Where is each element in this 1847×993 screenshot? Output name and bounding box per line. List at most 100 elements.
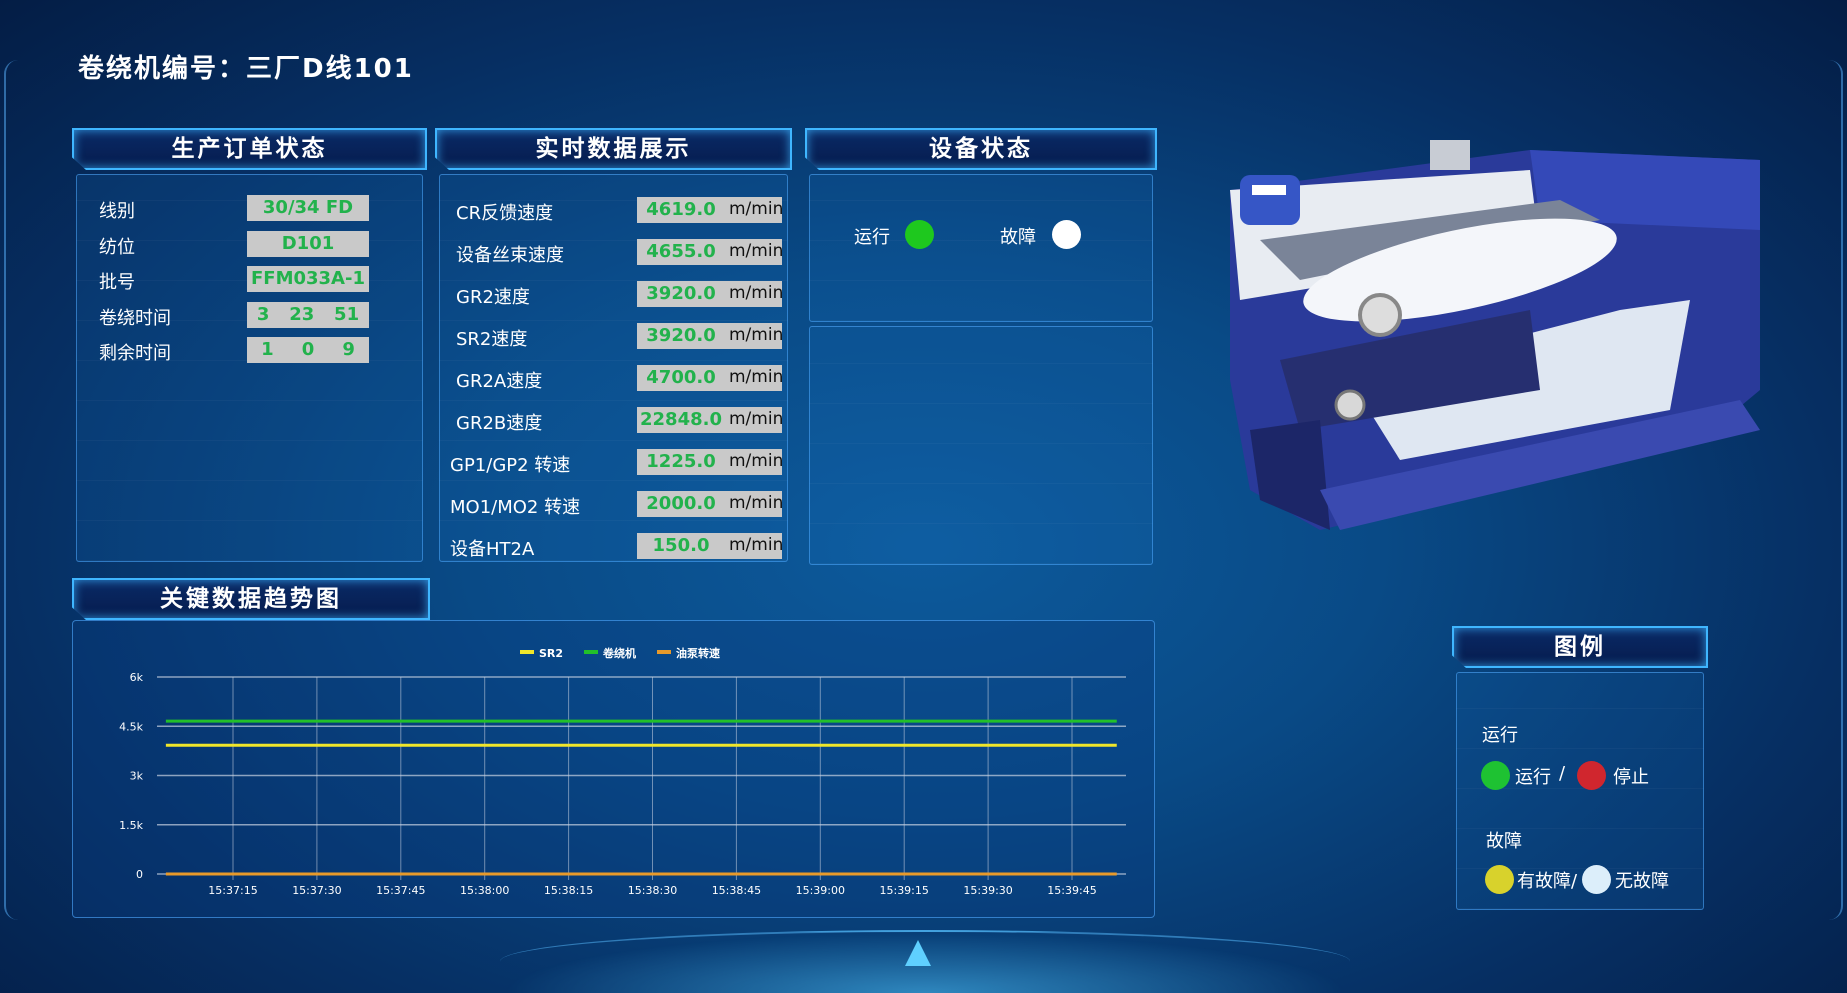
legend-panel: 图例 运行 运行 / 停止 故障 有故障/ 无故障 [1452,626,1708,910]
time-part: 0 [301,339,315,360]
panel-title: 图例 [1452,626,1708,668]
order-row-value: 3 23 51 [247,301,369,328]
y-tick-label: 4.5k [119,720,143,733]
time-part: 51 [334,303,360,325]
y-tick-label: 3k [130,770,144,783]
realtime-row: GR2A速度 4700.0 m/min [440,365,787,393]
realtime-row-label: 设备HT2A [450,539,535,560]
realtime-row-unit: m/min [729,493,784,513]
realtime-panel-body: CR反馈速度 4619.0 m/min 设备丝束速度 4655.0 m/min GR2速度 3… [439,174,788,562]
panel-title: 实时数据展示 [435,128,792,170]
realtime-row-box [637,239,782,265]
order-row-value: FFM033A-1 [247,266,369,292]
legend-separator: / [1559,763,1566,784]
realtime-row-value: 4700.0 [646,367,716,388]
x-tick-label: 15:39:15 [879,884,928,897]
order-row-label: 纺位 [99,236,135,258]
realtime-row-unit: m/min [729,535,784,555]
order-row-label: 剩余时间 [99,343,171,364]
legend-swatch [520,650,534,654]
realtime-row-value: 3920.0 [646,283,716,304]
order-panel-body: 线别 30/34 FD 纺位 D101 批号 FFM033A-1 卷绕时间 3 23 51 剩余时间… [76,174,423,562]
left-frame-decoration [4,60,18,920]
legend-label: SR2 [539,647,563,660]
realtime-row-box [637,323,782,349]
run-status-indicator [905,220,934,249]
realtime-data-panel: 实时数据展示 CR反馈速度 4619.0 m/min 设备丝束速度 4655.0 m/mi… [435,128,792,562]
legend-swatch [584,650,598,654]
run-off-legend-dot [1577,761,1606,790]
x-tick-label: 15:37:15 [208,884,257,897]
realtime-row-box [637,407,782,433]
realtime-row-label: CR反馈速度 [456,203,554,224]
page-title: 卷绕机编号：三厂D线101 [78,54,414,84]
legend-fault-no-label: 无故障 [1615,871,1669,892]
realtime-row-unit: m/min [729,241,784,261]
realtime-row-box [637,491,782,517]
x-tick-label: 15:39:30 [963,884,1012,897]
x-tick-label: 15:37:30 [292,884,341,897]
realtime-row-value: 1225.0 [646,451,716,472]
fault-status-indicator [1052,220,1081,249]
realtime-row-unit: m/min [729,283,784,303]
fault-yes-legend-dot [1485,865,1514,894]
realtime-row-label: 设备丝束速度 [456,245,564,266]
order-row-value: D101 [247,230,369,257]
legend-label: 卷绕机 [602,646,636,660]
x-tick-label: 15:37:45 [376,884,425,897]
realtime-row-box [637,533,782,559]
realtime-row-value: 4655.0 [646,241,716,262]
expand-up-arrow-icon[interactable] [905,940,931,966]
x-tick-label: 15:39:45 [1047,884,1096,897]
order-row-label: 线别 [99,201,135,222]
time-part: 1 [261,339,274,360]
time-part: 23 [289,303,315,325]
realtime-row-value: 3920.0 [646,325,716,346]
legend-fault-heading: 故障 [1486,831,1522,852]
realtime-row-unit: m/min [729,199,784,219]
fault-no-legend-dot [1582,865,1611,894]
production-order-panel: 生产订单状态 线别 30/34 FD 纺位 D101 批号 FFM033A-1 卷绕时间 3 2… [72,128,427,562]
order-row-label: 批号 [99,272,135,293]
panel-title: 设备状态 [805,128,1157,170]
y-tick-label: 6k [130,671,144,684]
realtime-row-unit: m/min [729,325,784,345]
x-tick-label: 15:38:30 [628,884,677,897]
realtime-row: GP1/GP2 转速 1225.0 m/min [440,449,787,477]
legend-fault-yes-label: 有故障/ [1517,871,1578,892]
time-part: 9 [342,339,355,360]
realtime-row-label: SR2速度 [456,329,528,350]
y-tick-label: 0 [136,868,143,881]
realtime-row: CR反馈速度 4619.0 m/min [440,197,787,225]
realtime-row-unit: m/min [729,451,784,471]
device-status-body: 运行 故障 [809,174,1153,322]
order-row: 剩余时间 1 0 9 [77,337,422,365]
realtime-row-value: 2000.0 [646,493,716,514]
time-part: 3 [256,303,270,325]
device-status-lower-area [809,326,1153,565]
legend-label: 油泵转速 [676,646,720,660]
realtime-row-unit: m/min [729,409,784,429]
realtime-row-value: 22848.0 [640,409,722,430]
x-tick-label: 15:38:45 [712,884,761,897]
realtime-row-value: 4619.0 [646,199,716,220]
winding-machine-image [1230,140,1760,530]
order-row: 线别 30/34 FD [77,195,422,223]
realtime-row: GR2B速度 22848.0 m/min [440,407,787,435]
realtime-row-label: GR2速度 [456,287,530,308]
realtime-row-box [637,365,782,391]
x-tick-label: 15:38:00 [460,884,509,897]
trend-chart-panel [72,620,1155,918]
legend-swatch [657,650,671,654]
order-row: 批号 FFM033A-1 [77,266,422,294]
realtime-row: 设备丝束速度 4655.0 m/min [440,239,787,267]
right-frame-decoration [1829,60,1843,920]
realtime-row: GR2速度 3920.0 m/min [440,281,787,309]
order-row: 纺位 D101 [77,230,422,259]
fault-label: 故障 [1000,227,1036,248]
realtime-row-box [637,449,782,475]
realtime-row: MO1/MO2 转速 2000.0 m/min [440,491,787,519]
realtime-row-unit: m/min [729,367,784,387]
order-row-value: 1 0 9 [247,337,369,363]
